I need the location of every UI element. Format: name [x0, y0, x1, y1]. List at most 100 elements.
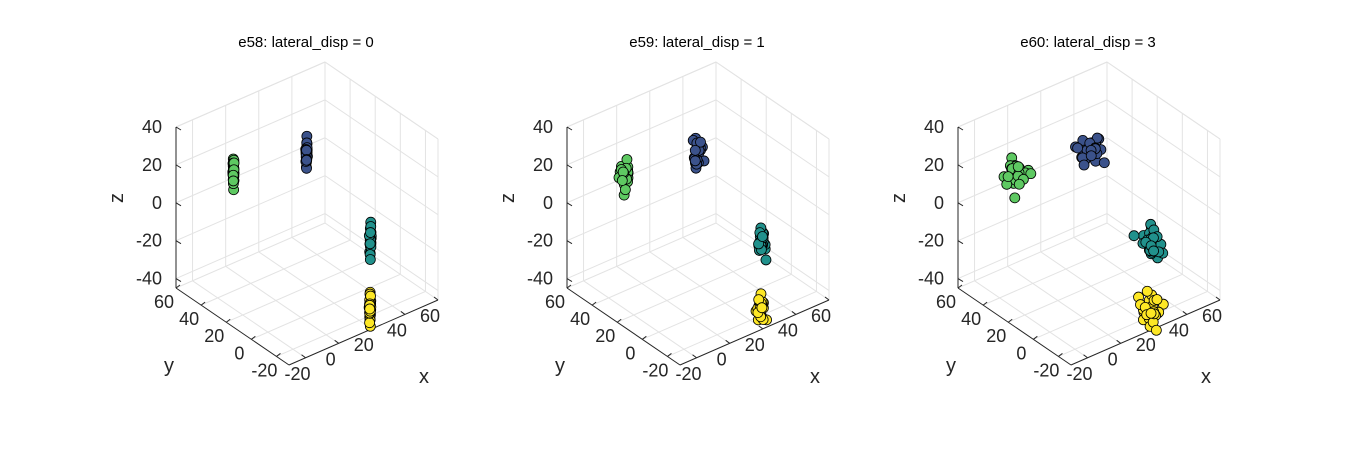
grid-line-x-floor: [1106, 222, 1221, 301]
scatter-point-cluster-2: [1072, 142, 1083, 154]
grid-line-z-side: [715, 99, 830, 178]
grid-line-y-floor: [591, 239, 742, 306]
z-tick-label: -40: [136, 269, 162, 289]
x-axis-label: x: [1201, 366, 1211, 388]
y-axis-label: y: [555, 355, 565, 377]
grid-line-x-floor: [974, 280, 1088, 359]
grid-line-y-floor: [1058, 290, 1208, 357]
scatter-point-cluster-1: [227, 175, 239, 187]
y-tick-mark: [957, 284, 963, 289]
scatter-point-cluster-1: [1012, 161, 1024, 173]
grid-line-z-back: [566, 99, 717, 166]
grid-line-x-floor: [616, 265, 730, 344]
scatter-point-cluster-1: [1009, 192, 1021, 204]
grid-line-z-back: [566, 213, 717, 279]
grid-line-z-side: [1106, 99, 1221, 178]
z-tick-label: 40: [924, 117, 944, 137]
scatter-point-cluster-3: [1128, 230, 1140, 242]
x-tick-label: 40: [387, 320, 407, 340]
z-tick-label: 40: [533, 117, 553, 137]
grid: [175, 61, 439, 359]
grid: [957, 61, 1221, 359]
grid-line-z-side: [715, 213, 830, 291]
scatter-point-cluster-2: [1098, 157, 1110, 169]
x-tick-label: 60: [1202, 306, 1222, 326]
z-tick-label: 40: [142, 117, 162, 137]
scatter-point-cluster-3: [364, 238, 376, 250]
grid-line-x-floor: [324, 222, 439, 301]
y-tick-mark: [1058, 353, 1063, 357]
grid: [566, 61, 830, 359]
scatter-point-cluster-3: [365, 227, 376, 238]
grid-line-z-back: [957, 99, 1108, 166]
z-axis-label: z: [106, 193, 128, 203]
z-tick-mark: [566, 164, 573, 169]
z-tick-mark: [175, 202, 182, 207]
grid-line-x-floor: [649, 251, 764, 330]
y-tick-mark: [1007, 318, 1013, 323]
scatter-point-cluster-1: [616, 175, 628, 186]
scatter-point-cluster-1: [619, 184, 631, 196]
z-tick-mark: [566, 278, 573, 282]
scatter-point-cluster-1: [1002, 171, 1014, 182]
grid-line-x-floor: [225, 265, 339, 344]
grid-line-x-floor: [583, 280, 697, 359]
box-edge: [715, 61, 830, 140]
scatter-point-cluster-2: [689, 155, 701, 167]
x-tick-mark: [824, 296, 830, 301]
grid-line-x-floor: [715, 222, 830, 301]
scatter-point-cluster-2: [1078, 159, 1090, 171]
panel-title: e59: lateral_disp = 1: [629, 34, 765, 51]
x-tick-label: 20: [745, 335, 765, 355]
x-tick-mark: [1182, 311, 1188, 315]
grid-line-x-floor: [682, 237, 797, 315]
scatter-point-cluster-2: [1085, 150, 1097, 162]
x-tick-mark: [301, 354, 306, 359]
z-tick-mark: [175, 278, 182, 282]
y-tick-mark: [225, 318, 231, 323]
box-edge: [1106, 61, 1221, 140]
z-tick-label: 0: [152, 193, 162, 213]
y-tick-label: -20: [251, 360, 277, 380]
box-edge: [566, 61, 717, 128]
x-tick-label: 0: [1108, 349, 1118, 369]
x-tick-mark: [400, 311, 406, 315]
grid-line-y-floor: [982, 239, 1133, 306]
grid-line-z-side: [324, 99, 439, 178]
z-axis-label: z: [888, 193, 910, 203]
grid-line-y-floor: [642, 273, 792, 340]
grid-line-x-floor: [1007, 265, 1121, 344]
z-tick-mark: [566, 126, 573, 131]
z-tick-label: 0: [543, 193, 553, 213]
grid-line-z-back: [175, 137, 326, 204]
scatter-point-cluster-2: [301, 154, 312, 166]
grid-line-x-floor: [1073, 237, 1188, 315]
scatter-point-cluster-4: [1150, 324, 1162, 336]
y-tick-label: 60: [936, 292, 956, 312]
x-tick-mark: [758, 325, 764, 330]
z-tick-mark: [175, 126, 182, 131]
box-edge: [957, 61, 1108, 128]
z-tick-label: 20: [142, 155, 162, 175]
y-axis-line: [566, 287, 681, 366]
x-tick-mark: [1215, 296, 1221, 301]
x-tick-label: 60: [420, 306, 440, 326]
y-tick-mark: [667, 353, 672, 357]
grid-line-y-floor: [1033, 273, 1183, 340]
z-axis-label: z: [497, 193, 519, 203]
grid-line-z-side: [1106, 175, 1221, 254]
z-tick-mark: [175, 240, 182, 245]
y-axis-line: [957, 287, 1072, 366]
scatter-point-cluster-1: [1025, 168, 1037, 180]
z-tick-label: -40: [918, 269, 944, 289]
x-tick-mark: [1116, 339, 1121, 344]
y-tick-label: 0: [1016, 343, 1026, 363]
y-tick-mark: [642, 335, 647, 340]
x-tick-label: 0: [717, 349, 727, 369]
scatter-point-cluster-3: [760, 254, 772, 266]
x-tick-mark: [791, 311, 797, 315]
y-tick-mark: [200, 301, 206, 306]
grid-line-y-floor: [276, 290, 426, 357]
